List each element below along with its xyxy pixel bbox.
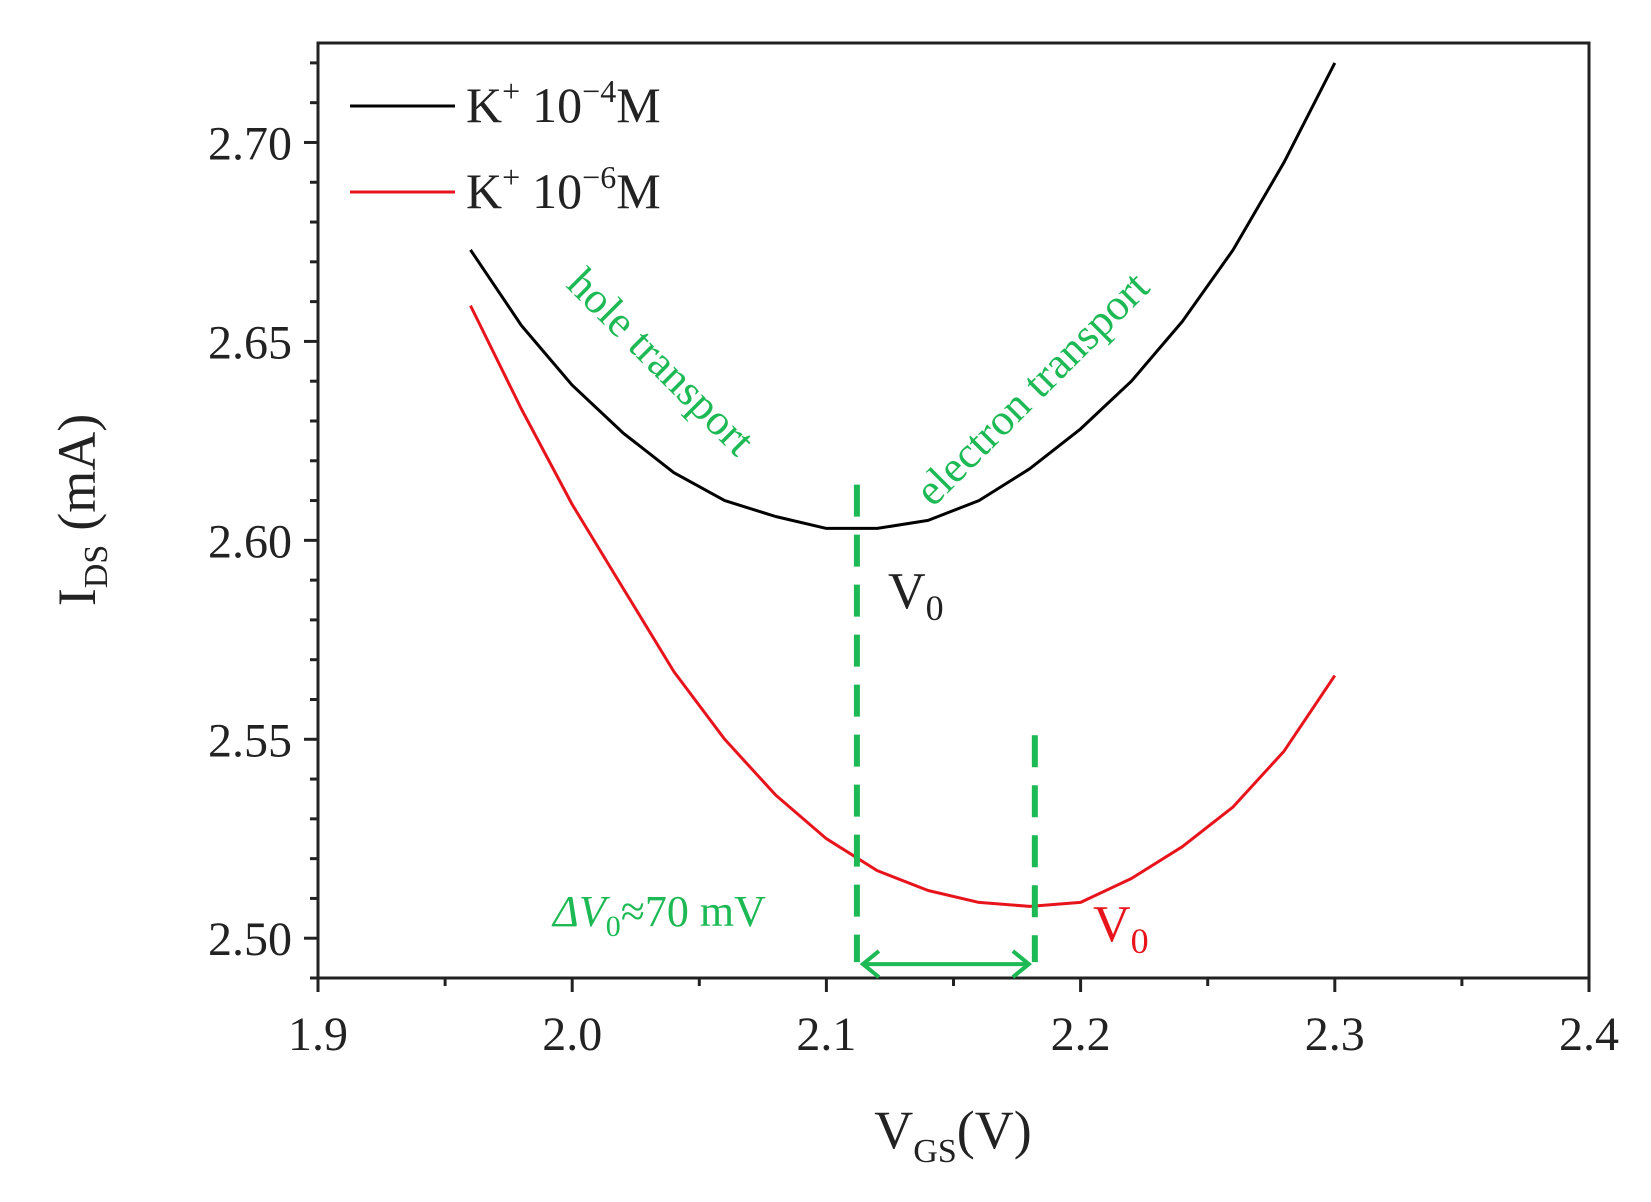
x-tick-label: 1.9 bbox=[288, 1008, 348, 1061]
v0-red-label: V0 bbox=[1093, 896, 1149, 961]
y-tick-label: 2.55 bbox=[208, 714, 292, 767]
legend-label-series-2: K+ 10−6M bbox=[466, 159, 661, 219]
delta-v0-label: ΔV0≈70 mV bbox=[551, 887, 766, 943]
hole-transport-label: hole transport bbox=[558, 258, 765, 465]
y-axis-title-main: I bbox=[47, 588, 107, 606]
legend-unit: M bbox=[616, 77, 660, 133]
delta-v0-arrow-head-left bbox=[859, 949, 881, 979]
legend-exponent: −4 bbox=[582, 73, 616, 109]
delta-v0-prefix: ΔV bbox=[551, 887, 611, 936]
y-axis: 2.50 2.55 2.60 2.65 2.70 bbox=[208, 61, 318, 980]
y-tick-label: 2.60 bbox=[208, 515, 292, 568]
x-axis-title: VGS(V) bbox=[874, 1100, 1031, 1170]
x-axis-title-unit: (V) bbox=[957, 1100, 1032, 1160]
legend-charge: + bbox=[502, 159, 520, 195]
v0-sub: 0 bbox=[926, 588, 944, 628]
x-tick-label: 2.4 bbox=[1559, 1008, 1619, 1061]
y-axis-title-unit: (mA) bbox=[47, 414, 107, 531]
legend: K+ 10−4M K+ 10−6M bbox=[350, 73, 661, 219]
y-axis-title: IDS (mA) bbox=[47, 414, 115, 606]
legend-unit: M bbox=[616, 163, 660, 219]
x-tick-label: 2.0 bbox=[542, 1008, 602, 1061]
y-tick-label: 2.50 bbox=[208, 913, 292, 966]
legend-ion: K bbox=[466, 163, 502, 219]
legend-ion: K bbox=[466, 77, 502, 133]
v0-black-label: V0 bbox=[888, 563, 944, 628]
series-1-line bbox=[469, 62, 1337, 530]
legend-label-series-1: K+ 10−4M bbox=[466, 73, 661, 133]
legend-exponent: −6 bbox=[582, 159, 616, 195]
y-tick-label: 2.70 bbox=[208, 117, 292, 170]
x-tick-label: 2.3 bbox=[1305, 1008, 1365, 1061]
annotation-layer bbox=[853, 484, 1038, 979]
x-axis-title-main: V bbox=[874, 1100, 913, 1160]
x-axis-title-sub: GS bbox=[913, 1133, 956, 1170]
legend-charge: + bbox=[502, 73, 520, 109]
y-axis-title-sub: DS bbox=[78, 545, 115, 588]
series-layer bbox=[469, 62, 1337, 908]
electron-transport-label: electron transport bbox=[905, 262, 1158, 515]
delta-v0-suffix: ≈70 mV bbox=[621, 887, 766, 936]
x-tick-label: 2.1 bbox=[796, 1008, 856, 1061]
series-2-line bbox=[469, 304, 1337, 908]
x-axis: 1.9 2.0 2.1 2.2 2.3 2.4 bbox=[288, 978, 1619, 1061]
delta-v0-sub: 0 bbox=[606, 910, 621, 943]
y-tick-label: 2.65 bbox=[208, 316, 292, 369]
v0-main: V bbox=[888, 563, 926, 620]
x-tick-label: 2.2 bbox=[1051, 1008, 1111, 1061]
delta-v0-arrow-head-right bbox=[1011, 949, 1033, 979]
v0-main: V bbox=[1093, 896, 1131, 953]
v0-sub: 0 bbox=[1131, 921, 1149, 961]
legend-base: 10 bbox=[532, 163, 582, 219]
legend-base: 10 bbox=[532, 77, 582, 133]
